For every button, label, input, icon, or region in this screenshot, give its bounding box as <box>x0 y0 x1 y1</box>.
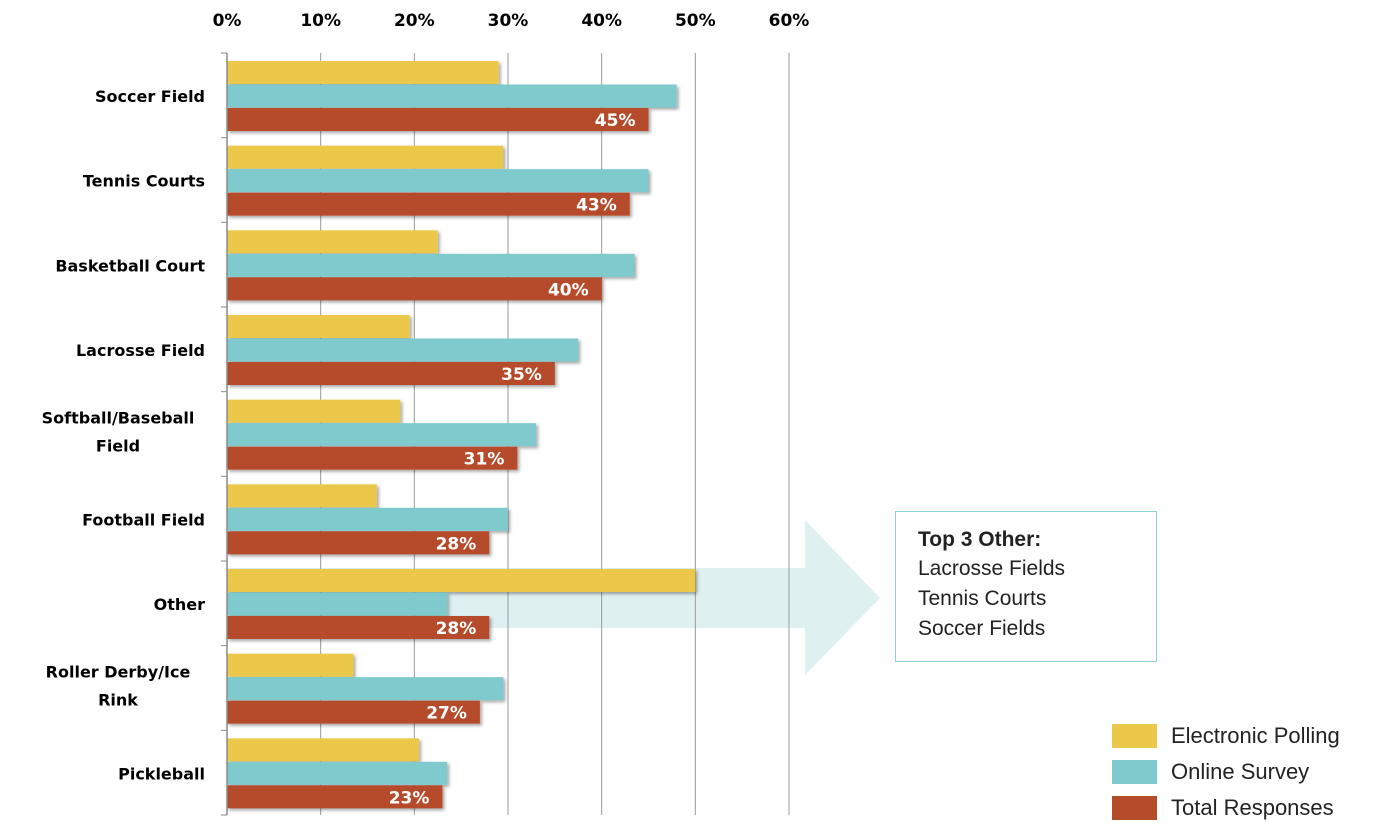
x-tick-label: 40% <box>581 11 622 31</box>
x-tick-label: 10% <box>300 11 341 31</box>
data-label: 23% <box>389 788 430 808</box>
legend-swatch <box>1112 724 1157 748</box>
x-tick-label: 30% <box>488 11 529 31</box>
category-label: Pickleball <box>118 764 205 783</box>
bar-total-responses <box>227 108 649 131</box>
legend-label: Electronic Polling <box>1171 723 1340 749</box>
bar-electronic-polling <box>227 484 377 507</box>
x-tick-label: 50% <box>675 11 716 31</box>
category-label: Lacrosse Field <box>76 341 205 360</box>
legend-label: Total Responses <box>1171 795 1334 821</box>
x-tick-label: 20% <box>394 11 435 31</box>
data-label: 27% <box>426 704 467 724</box>
data-label: 28% <box>436 619 477 639</box>
category-label: Softball/Baseball Field <box>42 409 195 456</box>
x-tick-label: 60% <box>769 11 810 31</box>
callout-item: Lacrosse Fields <box>918 554 1156 584</box>
bar-electronic-polling <box>227 738 419 761</box>
category-label: Basketball Court <box>55 256 205 275</box>
legend-swatch <box>1112 796 1157 820</box>
bar-electronic-polling <box>227 315 410 338</box>
bar-online-survey <box>227 85 677 108</box>
top-3-other-callout: Top 3 Other: Lacrosse Fields Tennis Cour… <box>895 511 1157 662</box>
bar-total-responses <box>227 193 630 216</box>
axes <box>221 53 227 815</box>
bar-online-survey <box>227 254 634 277</box>
bar-total-responses <box>227 277 602 300</box>
bar-online-survey <box>227 169 649 192</box>
category-label: Tennis Courts <box>83 172 205 191</box>
legend-item-electronic-polling: Electronic Polling <box>1112 718 1340 754</box>
bar-online-survey <box>227 677 503 700</box>
bar-electronic-polling <box>227 230 438 253</box>
data-label: 31% <box>464 450 505 470</box>
bar-online-survey <box>227 508 508 531</box>
legend-item-total-responses: Total Responses <box>1112 790 1340 826</box>
category-label: Soccer Field <box>95 87 205 106</box>
x-tick-label: 0% <box>213 11 242 31</box>
bar-electronic-polling <box>227 146 503 169</box>
data-label: 28% <box>436 534 477 554</box>
callout-item: Soccer Fields <box>918 614 1156 644</box>
callout-title: Top 3 Other: <box>918 526 1156 554</box>
legend-swatch <box>1112 760 1157 784</box>
data-label: 43% <box>576 196 617 216</box>
bars <box>227 61 695 808</box>
callout-item: Tennis Courts <box>918 584 1156 614</box>
category-label: Other <box>154 595 205 614</box>
bar-electronic-polling <box>227 569 695 592</box>
legend: Electronic Polling Online Survey Total R… <box>1112 718 1340 826</box>
data-label: 35% <box>501 365 542 385</box>
legend-label: Online Survey <box>1171 759 1309 785</box>
data-label: 45% <box>595 111 636 131</box>
bar-electronic-polling <box>227 61 499 84</box>
bar-online-survey <box>227 339 578 362</box>
bar-online-survey <box>227 423 536 446</box>
category-label: Football Field <box>82 510 205 529</box>
category-label: Roller Derby/Ice Rink <box>46 663 191 710</box>
bar-online-survey <box>227 762 447 785</box>
legend-item-online-survey: Online Survey <box>1112 754 1340 790</box>
bar-electronic-polling <box>227 654 353 677</box>
bar-online-survey <box>227 593 447 616</box>
bar-electronic-polling <box>227 400 400 423</box>
data-label: 40% <box>548 280 589 300</box>
